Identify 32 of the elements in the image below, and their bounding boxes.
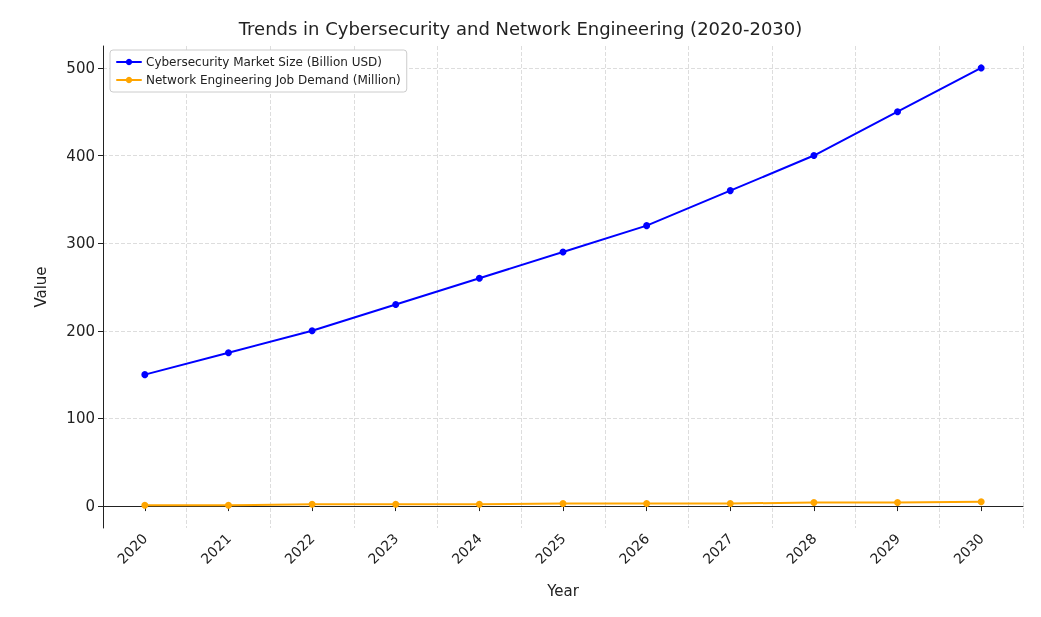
chart-title: Trends in Cybersecurity and Network Engineering (2020-2030) (237, 17, 803, 39)
y-tick-label: 200 (66, 321, 95, 340)
point (977, 64, 985, 72)
point (643, 222, 651, 230)
y-tick-label: 400 (66, 146, 95, 165)
y-axis-title: Value (31, 266, 50, 308)
y-tick-label: 500 (66, 58, 95, 77)
point (559, 499, 567, 507)
point (141, 501, 149, 509)
y-tick-label: 300 (66, 234, 95, 253)
point (726, 187, 734, 195)
point (224, 501, 232, 509)
legend-label: Cybersecurity Market Size (Billion USD) (146, 55, 382, 69)
point (392, 301, 400, 309)
y-tick-label: 0 (85, 497, 95, 516)
x-axis-title: Year (546, 581, 580, 600)
point (392, 500, 400, 508)
point (224, 349, 232, 357)
point (810, 499, 818, 507)
point (475, 500, 483, 508)
point (308, 327, 316, 335)
point (475, 274, 483, 282)
point (726, 499, 734, 507)
point (810, 152, 818, 160)
point (141, 371, 149, 379)
point (308, 500, 316, 508)
point (643, 499, 651, 507)
legend-label: Network Engineering Job Demand (Million) (146, 73, 401, 87)
point (894, 108, 902, 116)
point (977, 498, 985, 506)
y-tick-label: 100 (66, 409, 95, 428)
point (894, 499, 902, 507)
